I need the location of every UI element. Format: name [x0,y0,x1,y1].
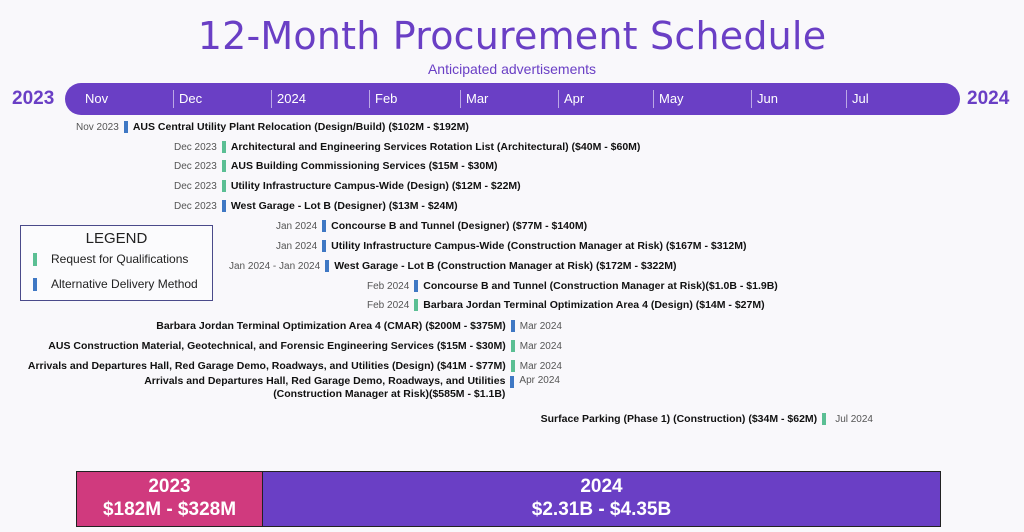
item-label: Surface Parking (Phase 1) (Construction)… [540,413,818,425]
legend-title: LEGEND [85,230,148,247]
alt-delivery-marker [510,320,515,332]
schedule-item: Dec 2023 Utility Infrastructure Campus-W… [174,177,521,195]
schedule-item: Feb 2024 Barbara Jordan Terminal Optimiz… [367,296,765,314]
rfq-marker [414,299,419,311]
item-date: Nov 2023 [76,121,119,133]
timeline-month: May [659,91,684,106]
schedule-item: Arrivals and Departures Hall, Red Garage… [0,375,560,403]
total-year: 2024 [580,476,623,497]
item-label: Utility Infrastructure Campus-Wide (Desi… [230,180,521,192]
schedule-item: Feb 2024 Concourse B and Tunnel (Constru… [367,277,778,295]
item-label-line: Arrivals and Departures Hall, Red Garage… [144,375,506,387]
year-end-label: 2024 [967,88,1010,109]
alt-delivery-marker [325,260,330,272]
schedule-item: AUS Construction Material, Geotechnical,… [0,337,562,355]
item-label: AUS Building Commissioning Services ($15… [230,160,498,172]
schedule-item: Barbara Jordan Terminal Optimization Are… [0,317,562,335]
item-date: Jan 2024 [276,220,318,232]
alt-delivery-marker [322,220,327,232]
schedule-item: Surface Parking (Phase 1) (Construction)… [0,410,873,428]
legend-item-alt: Alternative Delivery Method [33,276,198,292]
timeline-month: Feb [375,91,398,106]
item-date: Dec 2023 [174,141,217,153]
timeline-month: Nov [85,91,109,106]
item-label: Concourse B and Tunnel (Construction Man… [423,280,778,292]
timeline-month: 2024 [277,91,306,106]
legend-item-rfq: Request for Qualifications [33,251,188,267]
item-date: Feb 2024 [367,280,410,292]
year-start-label: 2023 [12,88,55,109]
month-divider [460,90,461,108]
alt-delivery-marker [123,121,128,133]
rfq-marker [822,413,827,425]
schedule-item: Jan 2024 Concourse B and Tunnel (Designe… [276,217,587,235]
schedule-item: Jan 2024 - Jan 2024 West Garage - Lot B … [229,257,676,275]
timeline-month: Jul [852,91,869,106]
item-label: Barbara Jordan Terminal Optimization Are… [423,299,765,311]
item-date: Mar 2024 [519,360,562,372]
rfq-marker [510,360,515,372]
item-label: AUS Construction Material, Geotechnical,… [48,340,506,352]
item-label: West Garage - Lot B (Construction Manage… [334,260,677,272]
total-range: $182M - $328M [102,499,237,520]
item-date: Jan 2024 [276,240,318,252]
alt-delivery-marker [414,280,419,292]
month-divider [558,90,559,108]
rfq-marker [221,160,226,172]
page-subtitle: Anticipated advertisements [427,61,597,77]
schedule-item: Dec 2023 Architectural and Engineering S… [174,138,640,156]
page-title: 12-Month Procurement Schedule [197,14,827,58]
schedule-item: Jan 2024 Utility Infrastructure Campus-W… [276,237,746,255]
rfq-marker [221,141,226,153]
item-date: Dec 2023 [174,200,217,212]
item-label: Barbara Jordan Terminal Optimization Are… [156,320,506,332]
month-divider [369,90,370,108]
item-date: Dec 2023 [174,180,217,192]
month-divider [751,90,752,108]
total-2024: 2024 $2.31B - $4.35B [262,471,941,527]
item-label: West Garage - Lot B (Designer) ($13M - $… [230,200,458,212]
item-date: Apr 2024 [519,375,560,386]
item-date: Jan 2024 - Jan 2024 [229,260,321,272]
item-date: Feb 2024 [367,299,410,311]
month-divider [271,90,272,108]
schedule-item: Arrivals and Departures Hall, Red Garage… [0,357,562,375]
month-divider [653,90,654,108]
item-date: Mar 2024 [519,340,562,352]
legend-label: Request for Qualifications [51,252,189,266]
item-label: Arrivals and Departures Hall, Red Garage… [144,375,505,401]
alt-delivery-marker [510,376,515,388]
timeline-month: Dec [179,91,203,106]
item-label-line: (Construction Manager at Risk)($585M - $… [273,388,506,400]
schedule-item: Dec 2023 AUS Building Commissioning Serv… [174,157,497,175]
timeline-month: Jun [757,91,778,106]
alt-delivery-marker [322,240,327,252]
rfq-marker [33,252,37,266]
rfq-marker [221,180,226,192]
alt-delivery-marker [221,200,226,212]
month-divider [173,90,174,108]
schedule-item: Nov 2023 AUS Central Utility Plant Reloc… [76,118,469,136]
legend-label: Alternative Delivery Method [51,277,198,291]
legend: LEGEND Request for Qualifications Altern… [20,225,213,301]
item-date: Dec 2023 [174,160,217,172]
rfq-marker [510,340,515,352]
timeline-month: Apr [564,91,585,106]
schedule-item: Dec 2023 West Garage - Lot B (Designer) … [174,197,458,215]
total-range: $2.31B - $4.35B [531,499,672,520]
total-2023: 2023 $182M - $328M [76,471,263,527]
item-label: Architectural and Engineering Services R… [230,141,641,153]
timeline-bar: Nov Dec 2024 Feb Mar Apr May Jun Jul [65,83,960,115]
timeline-month: Mar [466,91,489,106]
total-year: 2023 [148,476,191,497]
item-label: Utility Infrastructure Campus-Wide (Cons… [331,240,747,252]
item-label: Arrivals and Departures Hall, Red Garage… [27,360,506,372]
month-divider [846,90,847,108]
item-label: Concourse B and Tunnel (Designer) ($77M … [331,220,588,232]
item-date: Mar 2024 [519,320,562,332]
item-label: AUS Central Utility Plant Relocation (De… [132,121,469,133]
alt-delivery-marker [33,277,37,291]
item-date: Jul 2024 [835,413,873,425]
